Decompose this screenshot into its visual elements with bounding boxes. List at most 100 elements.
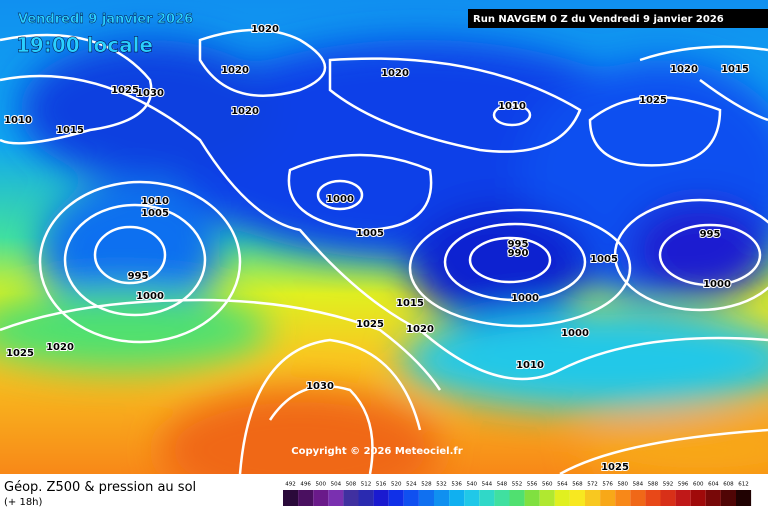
colorbar-label: 520 xyxy=(391,482,402,488)
colorbar-swatch xyxy=(509,490,525,506)
isobar-label: 1010 xyxy=(4,115,32,126)
colorbar-swatch xyxy=(494,490,510,506)
isobar-label: 1020 xyxy=(406,324,434,335)
isobar-label: 1020 xyxy=(670,64,698,75)
colorbar-label: 540 xyxy=(467,482,478,488)
colorbar-label: 548 xyxy=(497,482,508,488)
colorbar-label: 556 xyxy=(527,482,538,488)
colorbar-label: 568 xyxy=(572,482,583,488)
colorbar-swatch xyxy=(313,490,329,506)
isobar-label: 1025 xyxy=(601,462,629,473)
colorbar: 492 496 500 504 508 512 516 520 524 528 532 536 540 5… xyxy=(283,482,752,506)
colorbar-swatch xyxy=(660,490,676,506)
colorbar-label: 604 xyxy=(708,482,719,488)
colorbar-swatch xyxy=(358,490,374,506)
colorbar-label: 552 xyxy=(512,482,523,488)
colorbar-label: 584 xyxy=(633,482,644,488)
colorbar-label: 544 xyxy=(482,482,493,488)
colorbar-swatch xyxy=(615,490,631,506)
colorbar-label: 588 xyxy=(648,482,659,488)
isobar-label: 1010 xyxy=(498,101,526,112)
colorbar-swatch xyxy=(705,490,721,506)
colorbar-swatch xyxy=(539,490,555,506)
isobar-label: 1010 xyxy=(516,360,544,371)
run-box xyxy=(468,9,768,28)
copyright: Copyright © 2026 Meteociel.fr xyxy=(291,446,462,457)
isobar-label: 1000 xyxy=(703,279,731,290)
isobar-label: 995 xyxy=(508,239,529,250)
colorbar-label: 508 xyxy=(346,482,357,488)
colorbar-swatch xyxy=(585,490,601,506)
isobar-label: 1020 xyxy=(251,24,279,35)
isobar-label: 1000 xyxy=(326,194,354,205)
colorbar-label: 576 xyxy=(602,482,613,488)
colorbar-swatch xyxy=(554,490,570,506)
colorbar-label: 500 xyxy=(316,482,327,488)
colorbar-swatch xyxy=(298,490,314,506)
colorbar-label: 600 xyxy=(693,482,704,488)
colorbar-swatch xyxy=(720,490,736,506)
colorbar-label: 560 xyxy=(542,482,553,488)
isobar-label: 1025 xyxy=(356,319,384,330)
date: Vendredi 9 janvier 2026 xyxy=(18,12,193,27)
time: 19:00 locale xyxy=(16,33,153,57)
colorbar-swatch xyxy=(569,490,585,506)
isobar-label: 995 xyxy=(700,229,721,240)
colorbar-label: 580 xyxy=(618,482,629,488)
colorbar-swatch xyxy=(434,490,450,506)
isobar-label: 1000 xyxy=(511,293,539,304)
isobar-label: 1005 xyxy=(590,254,618,265)
colorbar-label: 536 xyxy=(451,482,462,488)
colorbar-label: 524 xyxy=(406,482,417,488)
isobar-label: 1015 xyxy=(396,298,424,309)
isobar-label: 1020 xyxy=(231,106,259,117)
isobar-label: 1025 xyxy=(6,348,34,359)
isobar-label: 990 xyxy=(508,248,529,259)
colorbar-swatch xyxy=(464,490,480,506)
isobar-label: 1010 xyxy=(141,196,169,207)
colorbar-swatch xyxy=(690,490,706,506)
isobar-label: 1005 xyxy=(356,228,384,239)
isobar-label: 1020 xyxy=(381,68,409,79)
colorbar-swatch xyxy=(736,490,752,506)
colorbar-swatch xyxy=(600,490,616,506)
colorbar-label: 612 xyxy=(738,482,749,488)
colorbar-label: 492 xyxy=(285,482,296,488)
isobar-label: 1015 xyxy=(56,125,84,136)
footer-lead: (+ 18h) xyxy=(4,497,43,508)
isobar-label: 1030 xyxy=(136,88,164,99)
isobar-label: 1025 xyxy=(111,85,139,96)
colorbar-label: 596 xyxy=(678,482,689,488)
isobar-label: 1005 xyxy=(141,208,169,219)
isobar-label: 1025 xyxy=(639,95,667,106)
colorbar-label: 512 xyxy=(361,482,372,488)
isobar-label: 995 xyxy=(128,271,149,282)
colorbar-swatch xyxy=(675,490,691,506)
colorbar-swatch xyxy=(479,490,495,506)
isobar-label: 1000 xyxy=(561,328,589,339)
colorbar-swatch xyxy=(373,490,389,506)
colorbar-label: 528 xyxy=(421,482,432,488)
colorbar-swatch xyxy=(388,490,404,506)
colorbar-swatch xyxy=(449,490,465,506)
colorbar-swatch xyxy=(645,490,661,506)
colorbar-label: 496 xyxy=(300,482,311,488)
colorbar-label: 572 xyxy=(587,482,598,488)
colorbar-label: 532 xyxy=(436,482,447,488)
colorbar-swatch xyxy=(328,490,344,506)
isobar-label: 1000 xyxy=(136,291,164,302)
colorbar-label: 592 xyxy=(663,482,674,488)
colorbar-swatch xyxy=(283,490,299,506)
colorbar-swatch xyxy=(403,490,419,506)
footer-title: Géop. Z500 & pression au sol xyxy=(4,480,196,495)
isobars xyxy=(0,28,768,474)
run-info: Run NAVGEM 0 Z du Vendredi 9 janvier 202… xyxy=(473,14,724,25)
colorbar-label: 564 xyxy=(557,482,568,488)
isobar-label: 1020 xyxy=(46,342,74,353)
colorbar-swatch xyxy=(630,490,646,506)
colorbar-label: 504 xyxy=(331,482,342,488)
isobar-label: 1015 xyxy=(721,64,749,75)
colorbar-swatch xyxy=(524,490,540,506)
